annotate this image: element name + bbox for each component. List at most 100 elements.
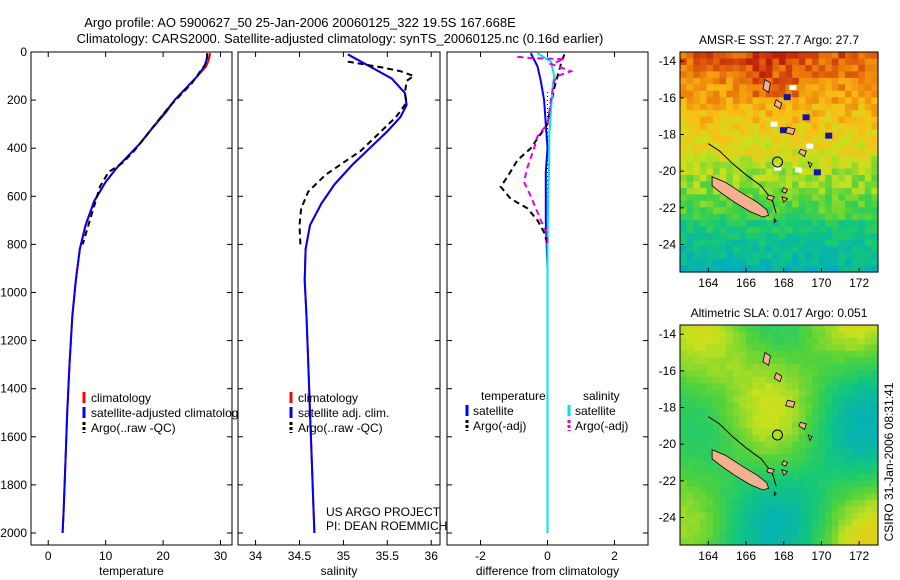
map-cell <box>699 252 707 260</box>
map-cell <box>851 447 859 456</box>
map-cell <box>818 325 826 333</box>
map-cell <box>825 383 833 391</box>
map-cell <box>719 200 727 208</box>
map-cell <box>693 194 701 202</box>
map-cell <box>752 194 760 202</box>
map-cell <box>812 389 820 397</box>
map-cell <box>779 383 787 391</box>
map-cell <box>818 396 826 404</box>
map-cell <box>812 376 820 384</box>
map-cell <box>785 252 793 260</box>
map-cell <box>719 447 727 456</box>
map-cell <box>752 84 760 92</box>
map-cell <box>680 532 688 540</box>
map-cell <box>851 493 859 501</box>
map-cell <box>831 181 839 189</box>
map-cell <box>719 344 727 352</box>
map-cell <box>759 499 767 507</box>
map-cell <box>706 194 714 202</box>
map-cell <box>871 467 879 475</box>
map-cell <box>746 441 754 449</box>
map-cell <box>699 525 707 533</box>
map-cell <box>798 337 806 346</box>
map-cell <box>805 344 813 352</box>
map-cell <box>818 213 826 221</box>
map-cell <box>732 123 740 131</box>
map-cell <box>752 460 760 468</box>
map-cell <box>838 525 846 533</box>
map-cell <box>831 194 839 202</box>
map-cell <box>798 441 806 449</box>
map-cell <box>726 415 734 423</box>
map-cell <box>805 337 813 346</box>
map-cell <box>693 246 701 254</box>
map-cell <box>851 428 859 436</box>
map-cell <box>805 454 813 462</box>
map-cell <box>858 174 866 183</box>
map-cell <box>719 325 727 333</box>
map-cell <box>805 90 813 98</box>
map-cell <box>798 383 806 391</box>
map-cell <box>818 246 826 254</box>
map-cell <box>805 64 813 73</box>
map-cell <box>818 226 826 234</box>
map-cell <box>765 473 773 481</box>
map-cell <box>713 396 721 404</box>
x-tick-label: 35.5 <box>376 549 400 563</box>
x-tick-label: 0 <box>45 549 52 563</box>
map-cell <box>772 84 780 92</box>
map-cell <box>719 499 727 507</box>
map-cell <box>858 71 866 79</box>
map-cell <box>772 454 780 462</box>
map-cell <box>746 396 754 404</box>
map-cell <box>693 168 701 176</box>
map-cell <box>686 110 694 118</box>
map-cell <box>792 396 800 404</box>
map-cell <box>831 174 839 183</box>
map-cell <box>851 344 859 352</box>
map-cell <box>779 136 787 144</box>
map-cell <box>686 454 694 462</box>
map-cell <box>785 331 793 339</box>
map-cell <box>772 187 780 195</box>
map-cell <box>864 422 872 430</box>
map-cell <box>825 155 833 163</box>
map-cell <box>713 239 721 247</box>
map-cell <box>805 110 813 118</box>
map-cell <box>798 331 806 339</box>
map-cell <box>746 331 754 339</box>
map-cell <box>798 116 806 124</box>
map-cell <box>772 174 780 183</box>
map-cell <box>798 480 806 488</box>
map-cell <box>851 90 859 98</box>
map-cell <box>686 460 694 468</box>
map-cell <box>845 357 853 365</box>
map-cell <box>713 428 721 436</box>
map-cell <box>752 447 760 456</box>
map-cell <box>726 325 734 333</box>
map-cell <box>719 259 727 267</box>
map-cell <box>759 473 767 481</box>
map-cell <box>864 409 872 417</box>
map-cell <box>706 265 714 273</box>
map-cell <box>699 187 707 195</box>
x-tick-label: 164 <box>698 276 718 290</box>
map-cell <box>739 233 747 241</box>
map-cell <box>812 155 820 163</box>
map-cell <box>686 174 694 183</box>
map-cell <box>746 519 754 527</box>
map-cell <box>831 454 839 462</box>
map-cell <box>699 357 707 365</box>
map-cell <box>719 246 727 254</box>
map-cell <box>798 525 806 533</box>
map-cell <box>864 486 872 494</box>
map-cell <box>765 136 773 144</box>
map-cell <box>693 97 701 105</box>
map-cell <box>772 207 780 215</box>
map-cell <box>851 129 859 137</box>
map-cell <box>706 376 714 384</box>
map-cell <box>812 428 820 436</box>
map-cell <box>871 52 879 60</box>
map-cell <box>719 415 727 423</box>
map-cell <box>693 259 701 267</box>
